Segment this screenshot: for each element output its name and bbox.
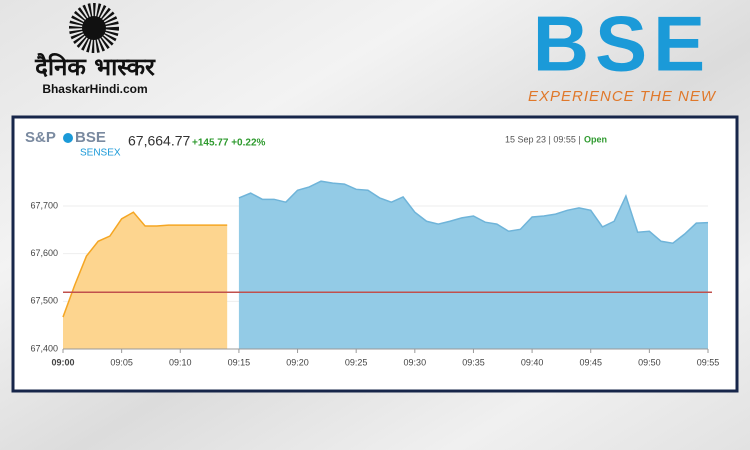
x-tick-label: 09:35 (462, 357, 485, 367)
x-tick-label: 09:05 (110, 357, 133, 367)
last-value: 67,664.77 (128, 133, 190, 149)
x-tick-label: 09:50 (638, 357, 661, 367)
x-tick-label: 09:30 (404, 357, 427, 367)
index-logo-bse: BSE (75, 129, 106, 146)
y-tick-label: 67,600 (30, 248, 58, 258)
x-tick-label: 09:10 (169, 357, 192, 367)
brand-sun (82, 16, 106, 40)
market-status: Open (584, 134, 607, 144)
x-tick-label: 09:20 (286, 357, 309, 367)
x-tick-label: 09:55 (697, 357, 720, 367)
x-tick-label: 09:15 (228, 357, 251, 367)
x-tick-label: 09:00 (51, 357, 74, 367)
brand-site: BhaskarHindi.com (42, 82, 147, 96)
line (238, 180, 709, 244)
x-tick-label: 09:40 (521, 357, 544, 367)
index-logo-sp: S&P (25, 129, 56, 146)
x-tick-label: 09:45 (579, 357, 602, 367)
timestamp: 15 Sep 23 | 09:55 | (505, 134, 581, 144)
line (62, 211, 228, 318)
y-tick-label: 67,500 (30, 296, 58, 306)
brand-sun-rays (69, 3, 119, 53)
bse-tagline: EXPERIENCE THE NEW (528, 88, 717, 105)
brand-name: दैनिक भास्कर (34, 53, 156, 81)
plot: 67,400 67,500 67,600 67,700 09:00 09:05 09:10 0… (30, 180, 720, 367)
x-tick-label: 09:25 (345, 357, 368, 367)
y-tick-label: 67,700 (30, 200, 58, 210)
bse-logo: BSE (533, 0, 711, 88)
index-logo-sensex: SENSEX (80, 148, 121, 159)
change: +145.77 +0.22% (192, 138, 266, 149)
y-tick-label: 67,400 (30, 343, 58, 353)
index-logo-mark (63, 133, 73, 143)
area (63, 212, 228, 349)
area (238, 181, 708, 349)
